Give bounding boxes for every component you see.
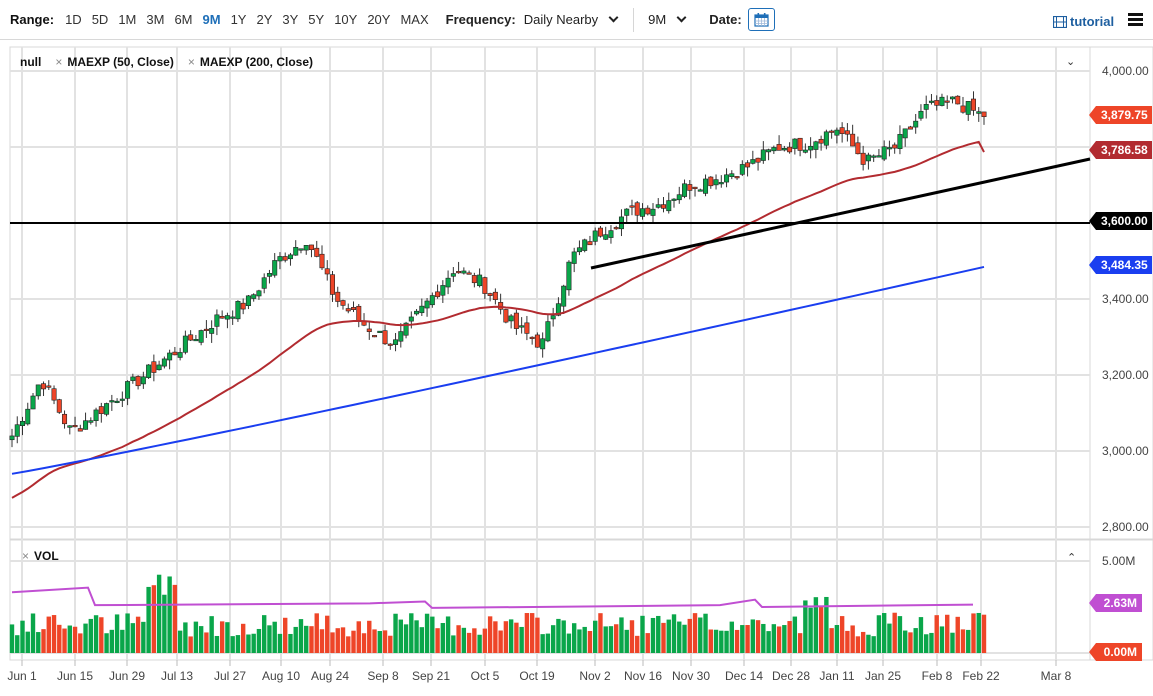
date-axis-tick: Jul 27 bbox=[213, 669, 247, 683]
volume-legend: × VOL bbox=[22, 549, 59, 563]
value-tag: 3,879.75 bbox=[1089, 106, 1152, 124]
date-axis-tick: Jan 11 bbox=[819, 669, 855, 683]
date-label: Date: bbox=[709, 12, 742, 27]
price-axis-tick: 2,800.00 bbox=[1102, 520, 1149, 534]
date-axis-tick: Aug 24 bbox=[310, 669, 350, 683]
tutorial-label: tutorial bbox=[1070, 14, 1115, 29]
range-6m[interactable]: 6M bbox=[174, 12, 193, 27]
legend-item-ma50: × MAEXP (50, Close) bbox=[55, 55, 174, 69]
value-tag: 3,786.58 bbox=[1089, 141, 1152, 159]
range-9m[interactable]: 9M bbox=[202, 12, 221, 27]
volume-value-tag: 2.63M bbox=[1089, 594, 1142, 612]
close-icon[interactable]: × bbox=[22, 549, 30, 563]
collapse-price-pane-button[interactable]: ⌄ bbox=[1066, 56, 1076, 68]
date-axis-tick: Nov 2 bbox=[579, 669, 611, 683]
date-axis-tick: Mar 8 bbox=[1040, 669, 1072, 683]
price-axis-tick: 3,000.00 bbox=[1102, 444, 1149, 458]
divider bbox=[633, 7, 635, 32]
legend-item-price: null bbox=[20, 55, 42, 69]
date-axis-tick: Feb 22 bbox=[962, 669, 1000, 683]
calendar-button[interactable] bbox=[747, 8, 775, 31]
hamburger-menu-icon[interactable] bbox=[1128, 13, 1143, 26]
date-axis-tick: Feb 8 bbox=[921, 669, 953, 683]
range-10y[interactable]: 10Y bbox=[334, 12, 358, 27]
tutorial-link[interactable]: tutorial bbox=[1053, 14, 1114, 29]
collapse-volume-pane-button[interactable]: ⌃ bbox=[1067, 552, 1077, 564]
legend-item-ma200: × MAEXP (200, Close) bbox=[188, 55, 313, 69]
range-buttons: 1D 5D 1M 3M 6M 9M 1Y 2Y 3Y 5Y 10Y 20Y MAX bbox=[60, 12, 434, 27]
range-3y[interactable]: 3Y bbox=[282, 12, 299, 27]
legend-ma200-label: MAEXP (200, Close) bbox=[199, 55, 313, 69]
range-3m[interactable]: 3M bbox=[146, 12, 165, 27]
value-tag: 3,484.35 bbox=[1089, 256, 1152, 274]
date-axis-tick: Sep 8 bbox=[367, 669, 399, 683]
film-icon bbox=[1053, 15, 1067, 28]
range-2y[interactable]: 2Y bbox=[256, 12, 273, 27]
date-axis-tick: Jun 1 bbox=[7, 669, 37, 683]
volume-label: VOL bbox=[34, 549, 59, 563]
date-axis-tick: Sep 21 bbox=[411, 669, 451, 683]
range-1m[interactable]: 1M bbox=[118, 12, 137, 27]
range-20y[interactable]: 20Y bbox=[367, 12, 391, 27]
date-axis-tick: Oct 5 bbox=[470, 669, 500, 683]
calendar-icon bbox=[754, 13, 769, 27]
date-axis-tick: Oct 19 bbox=[519, 669, 555, 683]
date-axis-tick: Nov 30 bbox=[671, 669, 711, 683]
date-axis-tick: Nov 16 bbox=[623, 669, 663, 683]
date-axis-tick: Dec 14 bbox=[724, 669, 764, 683]
frequency-label: Frequency: bbox=[445, 12, 516, 27]
price-axis-tick: 4,000.00 bbox=[1102, 64, 1149, 78]
period-value: 9M bbox=[648, 12, 667, 27]
date-axis-tick: Jul 13 bbox=[160, 669, 194, 683]
range-max[interactable]: MAX bbox=[400, 12, 429, 27]
range-label: Range: bbox=[10, 12, 55, 27]
range-1y[interactable]: 1Y bbox=[230, 12, 247, 27]
legend-ma50-label: MAEXP (50, Close) bbox=[67, 55, 174, 69]
frequency-value: Daily Nearby bbox=[523, 12, 599, 27]
close-icon[interactable]: × bbox=[55, 55, 63, 69]
range-5d[interactable]: 5D bbox=[91, 12, 109, 27]
toolbar: Range: 1D 5D 1M 3M 6M 9M 1Y 2Y 3Y 5Y 10Y 20Y MAX Fre… bbox=[0, 0, 1153, 40]
range-1d[interactable]: 1D bbox=[65, 12, 82, 27]
price-axis-tick: 3,400.00 bbox=[1102, 292, 1149, 306]
period-dropdown[interactable]: 9M bbox=[648, 12, 687, 27]
date-axis-tick: Aug 10 bbox=[261, 669, 301, 683]
date-axis-tick: Jan 25 bbox=[864, 669, 902, 683]
chart-legend: null × MAEXP (50, Close) × MAEXP (200, Clo… bbox=[20, 55, 313, 69]
date-axis-tick: Jun 29 bbox=[108, 669, 146, 683]
volume-value-tag: 0.00M bbox=[1089, 643, 1142, 661]
frequency-dropdown[interactable]: Daily Nearby bbox=[523, 12, 619, 27]
date-axis-tick: Jun 15 bbox=[56, 669, 94, 683]
range-5y[interactable]: 5Y bbox=[308, 12, 325, 27]
volume-axis-tick: 5.00M bbox=[1102, 554, 1136, 568]
value-tag: 3,600.00 bbox=[1089, 212, 1152, 230]
date-axis-tick: Dec 28 bbox=[771, 669, 811, 683]
close-icon[interactable]: × bbox=[187, 55, 195, 69]
price-axis-tick: 3,200.00 bbox=[1102, 368, 1149, 382]
